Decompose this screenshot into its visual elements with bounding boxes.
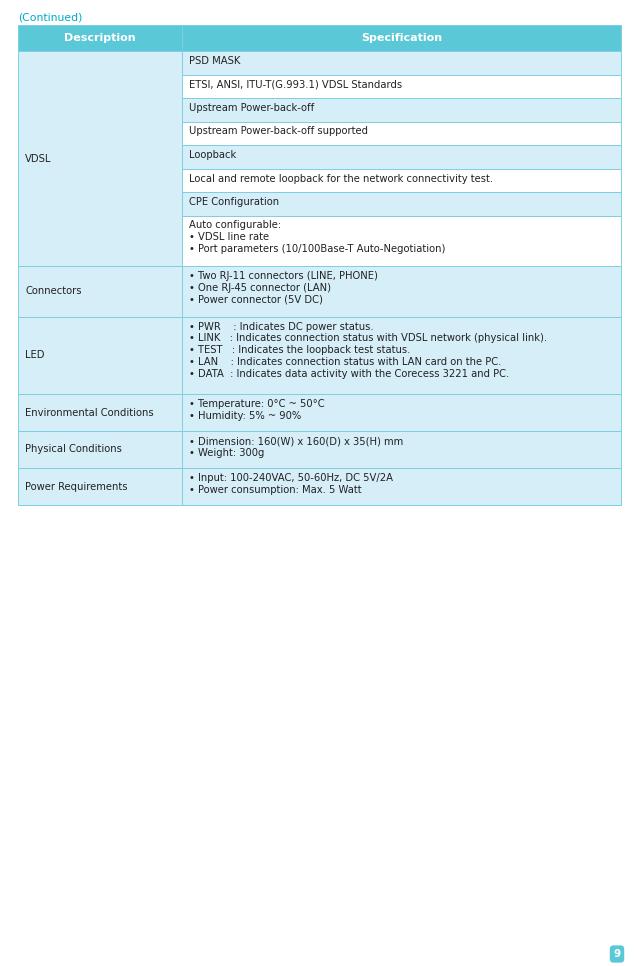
Text: Upstream Power-back-off: Upstream Power-back-off: [189, 103, 314, 113]
Text: Connectors: Connectors: [25, 286, 82, 297]
Bar: [182, 394, 621, 431]
Bar: [182, 98, 621, 122]
Text: ETSI, ANSI, ITU-T(G.993.1) VDSL Standards: ETSI, ANSI, ITU-T(G.993.1) VDSL Standard…: [189, 79, 402, 90]
Text: 9: 9: [613, 949, 620, 959]
Text: Loopback: Loopback: [189, 150, 236, 160]
Bar: [182, 192, 621, 215]
Text: CPE Configuration: CPE Configuration: [189, 197, 279, 207]
Bar: [182, 168, 621, 192]
Bar: [18, 431, 182, 468]
Text: Power Requirements: Power Requirements: [25, 481, 128, 492]
Bar: [18, 25, 621, 51]
Text: Local and remote loopback for the network connectivity test.: Local and remote loopback for the networ…: [189, 174, 493, 184]
Text: Description: Description: [64, 33, 136, 43]
Bar: [182, 51, 621, 74]
Text: Specification: Specification: [361, 33, 442, 43]
Bar: [182, 266, 621, 317]
Text: • Dimension: 160(W) x 160(D) x 35(H) mm
• Weight: 300g: • Dimension: 160(W) x 160(D) x 35(H) mm …: [189, 436, 403, 458]
Bar: [182, 468, 621, 505]
Bar: [18, 317, 182, 394]
Bar: [182, 145, 621, 168]
Text: Physical Conditions: Physical Conditions: [25, 444, 122, 454]
Bar: [18, 51, 182, 266]
Text: • PWR    : Indicates DC power status.
• LINK   : Indicates connection status wit: • PWR : Indicates DC power status. • LIN…: [189, 322, 547, 379]
Bar: [182, 74, 621, 98]
Bar: [182, 215, 621, 266]
Text: Environmental Conditions: Environmental Conditions: [25, 408, 153, 417]
Bar: [182, 431, 621, 468]
Text: • Temperature: 0°C ~ 50°C
• Humidity: 5% ~ 90%: • Temperature: 0°C ~ 50°C • Humidity: 5%…: [189, 399, 325, 421]
Text: VDSL: VDSL: [25, 154, 51, 163]
Bar: [182, 317, 621, 394]
Text: Upstream Power-back-off supported: Upstream Power-back-off supported: [189, 127, 368, 136]
Bar: [18, 394, 182, 431]
Text: • Two RJ-11 connectors (LINE, PHONE)
• One RJ-45 connector (LAN)
• Power connect: • Two RJ-11 connectors (LINE, PHONE) • O…: [189, 271, 378, 304]
Text: • Input: 100-240VAC, 50-60Hz, DC 5V/2A
• Power consumption: Max. 5 Watt: • Input: 100-240VAC, 50-60Hz, DC 5V/2A •…: [189, 473, 393, 495]
Bar: [182, 122, 621, 145]
Text: PSD MASK: PSD MASK: [189, 56, 240, 66]
Text: (Continued): (Continued): [18, 12, 82, 22]
Bar: [18, 266, 182, 317]
Bar: [18, 468, 182, 505]
Text: Auto configurable:
• VDSL line rate
• Port parameters (10/100Base-T Auto-Negotia: Auto configurable: • VDSL line rate • Po…: [189, 220, 445, 254]
Text: LED: LED: [25, 351, 45, 360]
